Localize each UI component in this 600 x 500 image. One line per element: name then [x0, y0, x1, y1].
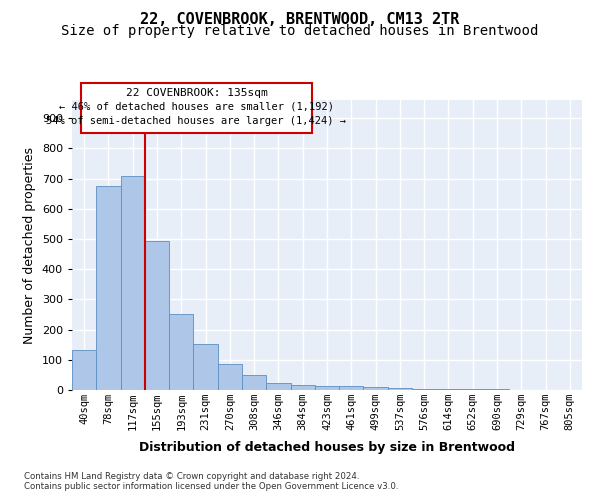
Bar	[72, 350, 96, 390]
Bar	[169, 314, 193, 390]
Bar	[436, 389, 461, 390]
Bar	[339, 386, 364, 390]
Bar	[145, 242, 169, 390]
Text: 22, COVENBROOK, BRENTWOOD, CM13 2TR: 22, COVENBROOK, BRENTWOOD, CM13 2TR	[140, 12, 460, 28]
Text: Contains HM Land Registry data © Crown copyright and database right 2024.: Contains HM Land Registry data © Crown c…	[24, 472, 359, 481]
Bar	[218, 364, 242, 390]
Y-axis label: Number of detached properties: Number of detached properties	[23, 146, 36, 344]
Bar	[193, 344, 218, 390]
Text: 22 COVENBROOK: 135sqm: 22 COVENBROOK: 135sqm	[125, 88, 268, 98]
Bar	[266, 384, 290, 390]
Bar	[364, 387, 388, 390]
Bar	[121, 176, 145, 390]
Bar	[388, 388, 412, 390]
Text: ← 46% of detached houses are smaller (1,192): ← 46% of detached houses are smaller (1,…	[59, 102, 334, 112]
Text: 54% of semi-detached houses are larger (1,424) →: 54% of semi-detached houses are larger (…	[47, 116, 347, 126]
Text: Distribution of detached houses by size in Brentwood: Distribution of detached houses by size …	[139, 441, 515, 454]
Bar	[412, 389, 436, 390]
Text: Contains public sector information licensed under the Open Government Licence v3: Contains public sector information licen…	[24, 482, 398, 491]
Bar	[96, 186, 121, 390]
Bar	[290, 385, 315, 390]
Bar	[315, 386, 339, 390]
Bar	[242, 375, 266, 390]
Text: Size of property relative to detached houses in Brentwood: Size of property relative to detached ho…	[61, 24, 539, 38]
